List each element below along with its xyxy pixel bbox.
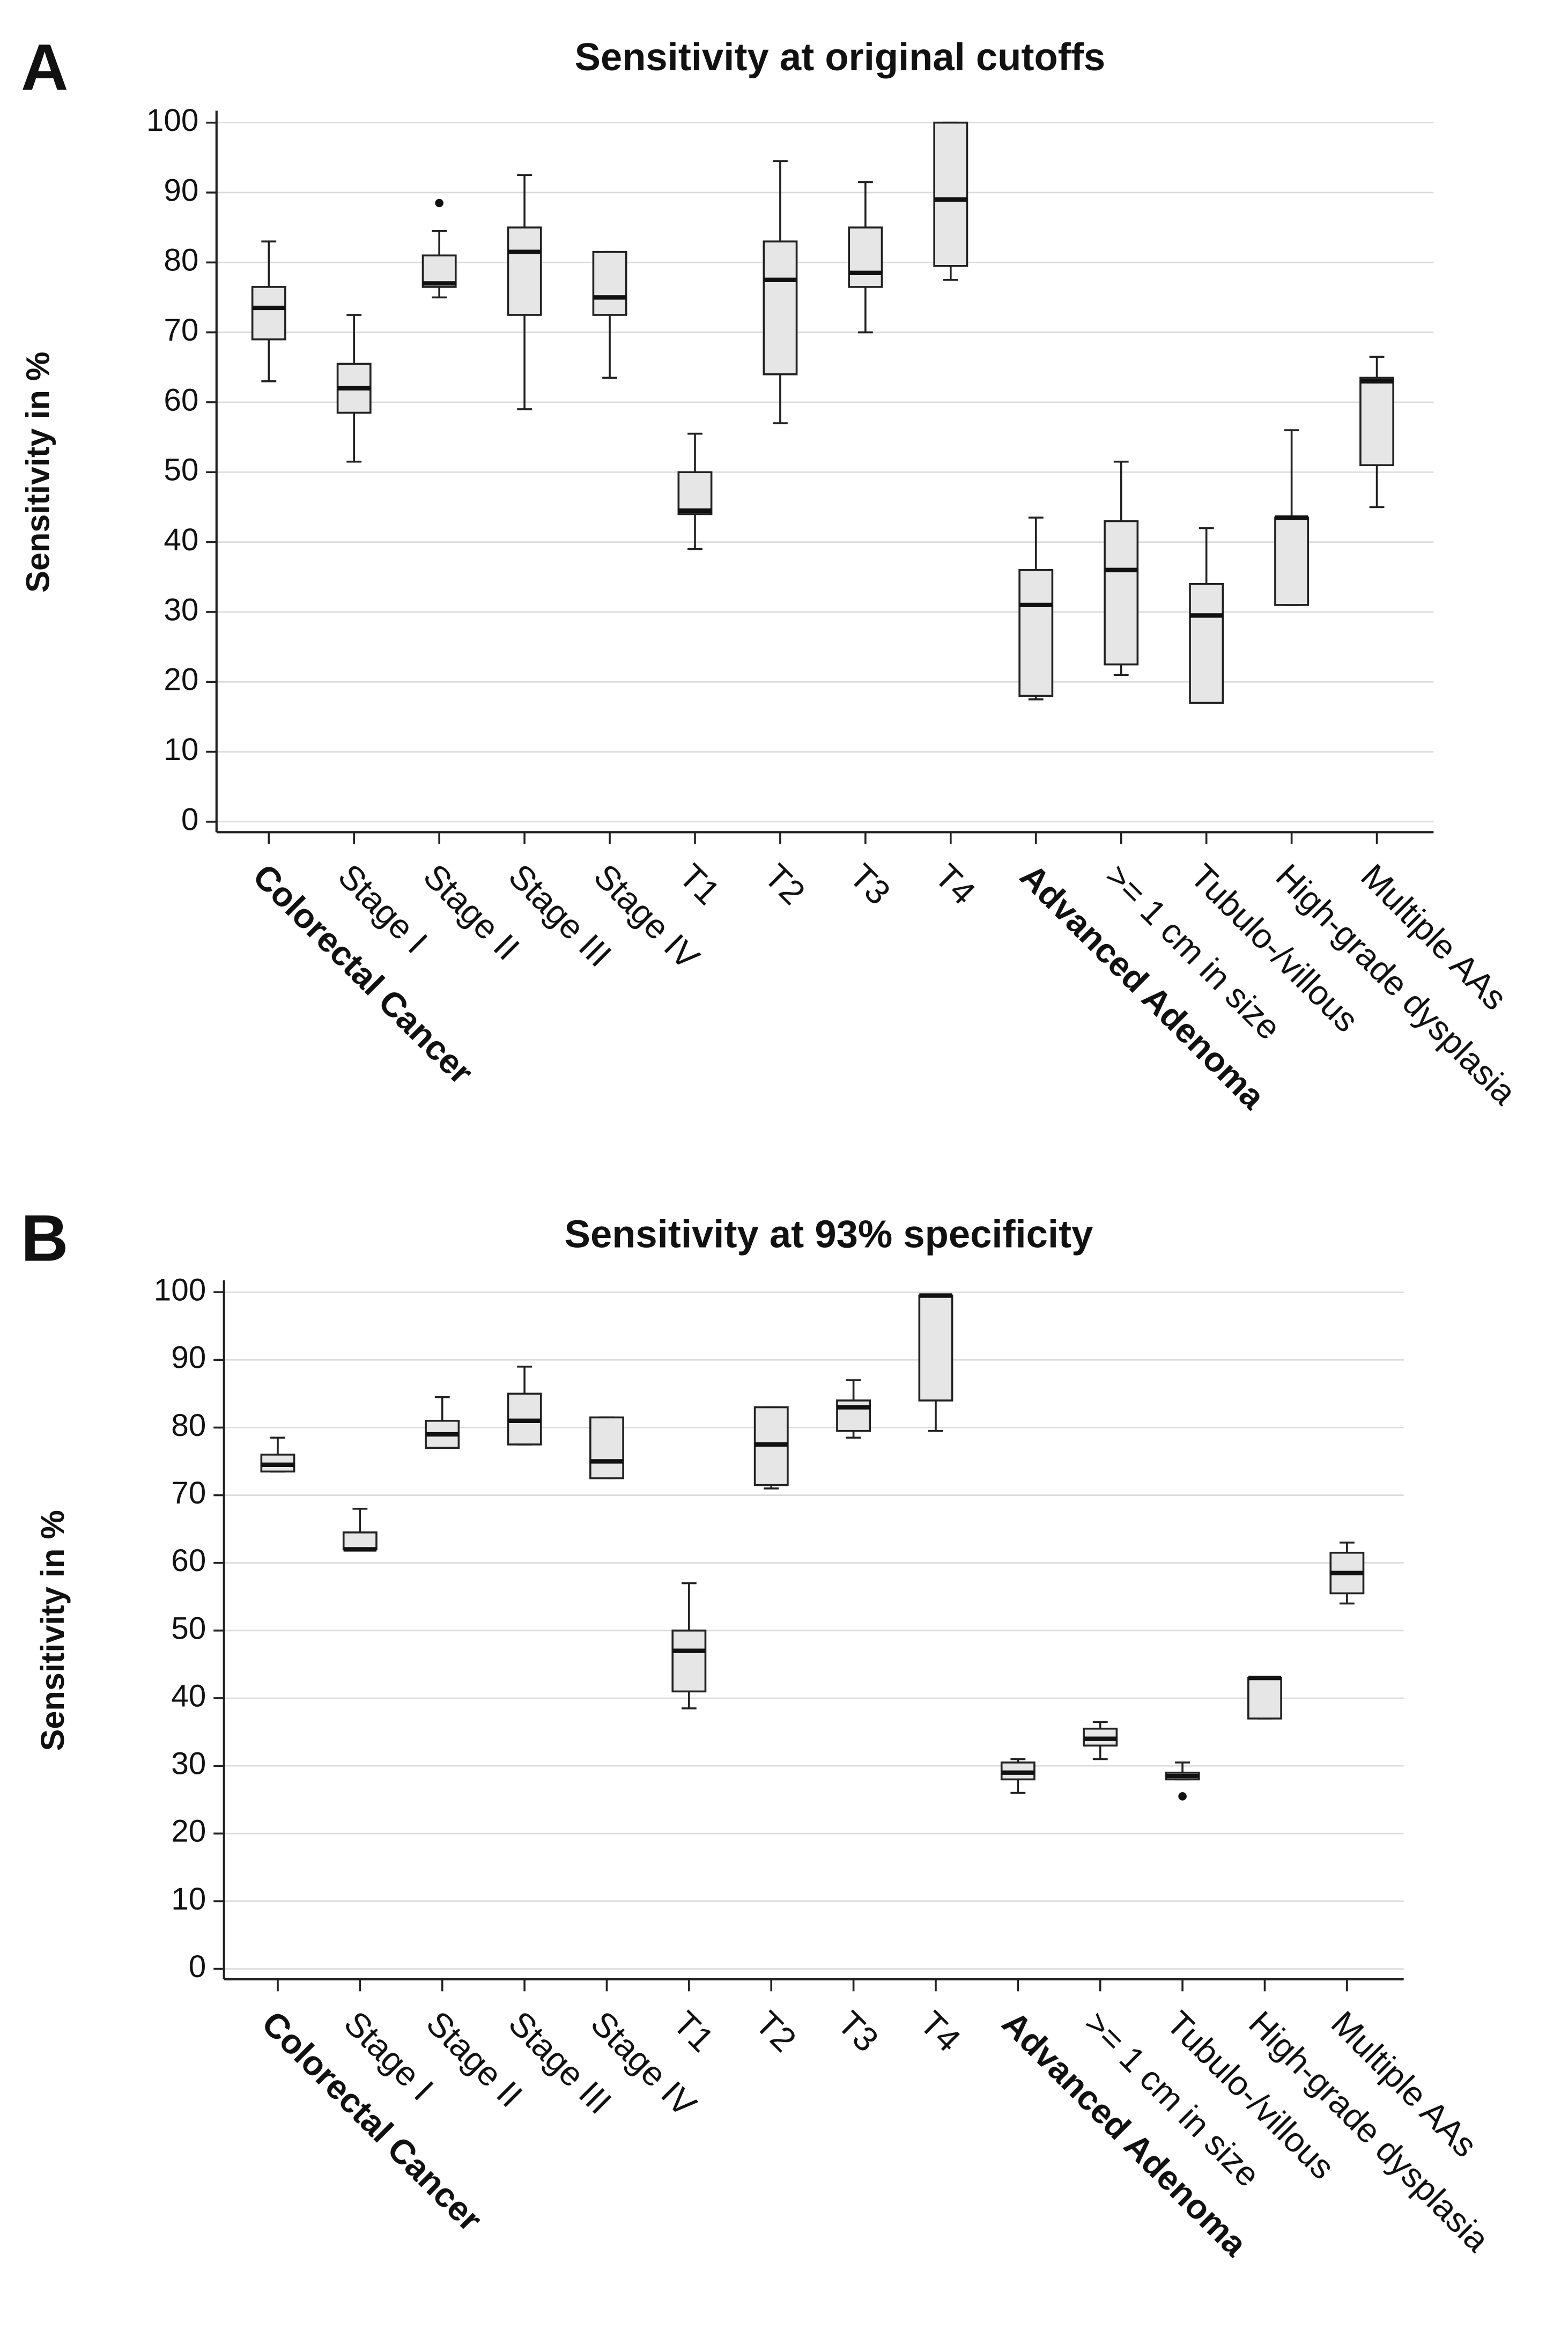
y-tick-label: 50 [164, 453, 198, 488]
box [933, 121, 968, 267]
y-tick-label: 40 [164, 522, 198, 557]
box [507, 226, 542, 316]
box [251, 286, 286, 341]
y-tick-label: 0 [181, 802, 199, 837]
y-tick-label: 70 [171, 1476, 206, 1510]
y-tick-label: 0 [189, 1949, 206, 1984]
y-tick-label: 100 [146, 103, 199, 138]
y-tick-label: 10 [171, 1882, 206, 1917]
box [763, 240, 798, 375]
box [1018, 569, 1054, 697]
y-tick-label: 90 [171, 1340, 206, 1375]
y-axis-label: Sensitivity in % [34, 1510, 71, 1751]
y-tick-label: 70 [164, 313, 198, 348]
panel-label: A [21, 30, 68, 104]
x-tick-label: T2 [748, 2003, 804, 2059]
box [1274, 517, 1310, 606]
box [1104, 520, 1139, 666]
y-tick-label: 60 [164, 382, 198, 417]
box [1359, 377, 1394, 467]
y-tick-label: 80 [171, 1408, 206, 1443]
y-tick-label: 30 [164, 592, 198, 627]
y-tick-label: 90 [164, 173, 198, 208]
box [342, 1531, 378, 1551]
box [589, 1416, 624, 1479]
y-tick-label: 60 [171, 1543, 206, 1578]
box [1247, 1677, 1282, 1720]
y-tick-label: 20 [171, 1814, 206, 1849]
box [592, 250, 627, 316]
box [918, 1294, 953, 1402]
x-tick-label: T4 [913, 2003, 968, 2059]
box [671, 1630, 707, 1693]
x-tick-label: T1 [672, 857, 728, 912]
y-tick-label: 20 [164, 662, 198, 697]
chart-title: Sensitivity at 93% specificity [565, 1213, 1093, 1256]
y-tick-label: 100 [154, 1273, 206, 1308]
x-tick-label: T4 [928, 857, 983, 912]
outlier [435, 198, 443, 208]
x-tick-label: T3 [842, 857, 898, 912]
chart-title: Sensitivity at original cutoffs [575, 35, 1106, 79]
box [677, 471, 713, 515]
box [1189, 583, 1224, 704]
x-tick-label: T2 [757, 857, 813, 912]
y-tick-label: 10 [164, 732, 198, 767]
box [848, 226, 883, 288]
y-tick-label: 40 [171, 1678, 206, 1713]
x-tick-label: T3 [830, 2003, 886, 2059]
panel-label: B [21, 1202, 68, 1275]
y-tick-label: 80 [164, 243, 198, 278]
x-tick-label: Stage II [416, 857, 527, 968]
outlier [1178, 1792, 1187, 1801]
y-tick-label: 50 [171, 1611, 206, 1646]
x-tick-label: T1 [666, 2003, 722, 2059]
y-tick-label: 30 [171, 1746, 206, 1781]
y-axis-label: Sensitivity in % [19, 352, 56, 593]
